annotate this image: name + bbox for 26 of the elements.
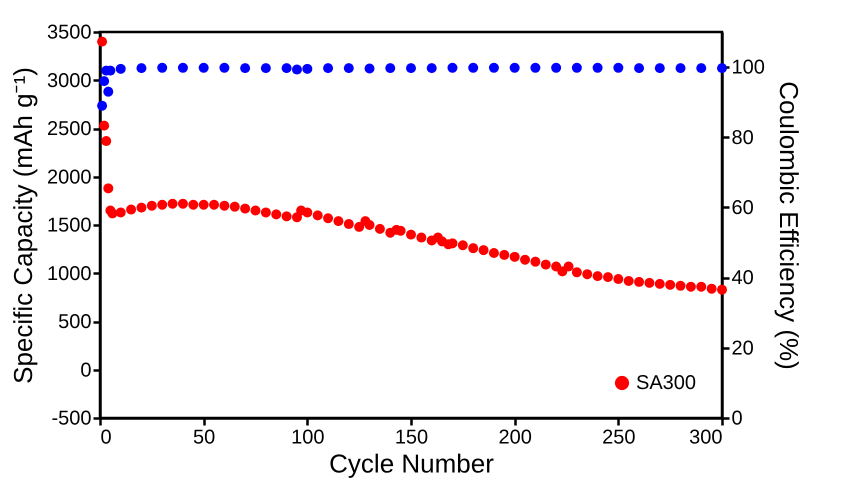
x-tick-label: 200 bbox=[498, 426, 532, 448]
y-tick-label: 3500 bbox=[47, 22, 92, 44]
y-axis-title: Specific Capacity (mAh g⁻¹) bbox=[8, 67, 38, 384]
y-tick-label: 1000 bbox=[47, 262, 92, 285]
x-axis-title: Cycle Number bbox=[329, 448, 494, 478]
x-tick-label: 0 bbox=[100, 426, 112, 448]
x-tick-label: 300 bbox=[689, 426, 722, 448]
y-tick-label: 2500 bbox=[47, 118, 92, 140]
x-tick-label: 250 bbox=[602, 426, 636, 448]
x-tick-label: 50 bbox=[193, 426, 216, 448]
y-tick-label: 1500 bbox=[47, 214, 92, 236]
y2-tick-label: 60 bbox=[732, 196, 754, 219]
y2-tick-label: 80 bbox=[732, 126, 754, 149]
y-tick-label: -500 bbox=[51, 408, 92, 430]
y2-tick-label: 40 bbox=[732, 267, 754, 290]
y2-tick-label: 0 bbox=[732, 408, 743, 430]
y-tick-label: 3000 bbox=[47, 70, 92, 92]
y2-axis-title: Coulombic Efficiency (%) bbox=[774, 81, 804, 370]
y-tick-label: 0 bbox=[80, 359, 92, 382]
legend-label: SA300 bbox=[636, 372, 696, 394]
y-tick-label: 500 bbox=[58, 311, 92, 333]
y2-tick-label: 100 bbox=[732, 56, 765, 79]
y-tick-label: 2000 bbox=[47, 166, 92, 188]
x-tick-label: 100 bbox=[291, 426, 325, 448]
x-tick-label: 150 bbox=[394, 426, 428, 448]
y2-tick-label: 20 bbox=[732, 337, 754, 360]
